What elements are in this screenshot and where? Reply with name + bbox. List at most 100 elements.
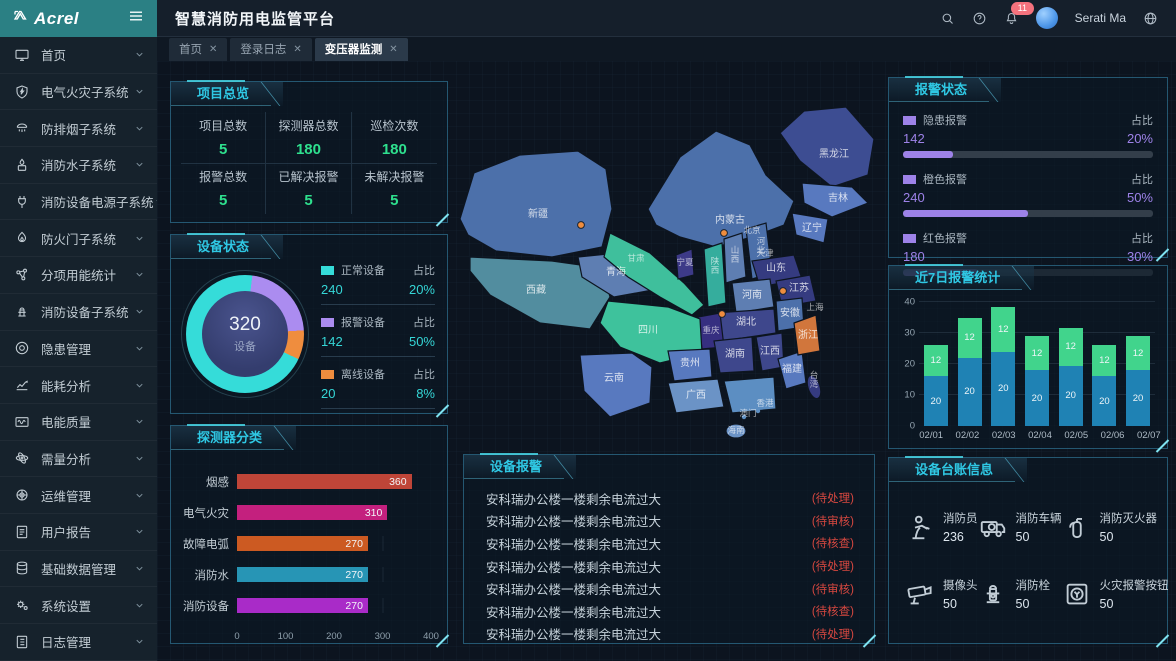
sidebar-item-home[interactable]: 首页 bbox=[0, 37, 157, 74]
map-region[interactable] bbox=[779, 106, 875, 188]
map-region[interactable] bbox=[755, 408, 761, 414]
tab-transformer-monitor[interactable]: 变压器监测 ✕ bbox=[314, 38, 408, 61]
map-region[interactable] bbox=[703, 242, 727, 308]
map-region[interactable] bbox=[667, 378, 725, 414]
map-marker[interactable] bbox=[720, 229, 728, 237]
sidebar-item-energy-stats[interactable]: 分项用能统计 bbox=[0, 257, 157, 294]
map-region[interactable] bbox=[775, 274, 817, 308]
map-region[interactable] bbox=[723, 232, 747, 284]
sidebar-item-demand-analysis[interactable]: 需量分析 bbox=[0, 441, 157, 478]
device-alarm-row[interactable]: 安科瑞办公楼一楼剩余电流过大 (待审核) bbox=[486, 577, 854, 600]
map-region[interactable] bbox=[675, 248, 695, 280]
map-region[interactable] bbox=[579, 352, 653, 418]
map-region[interactable] bbox=[777, 350, 807, 390]
chevron-down-icon bbox=[134, 49, 145, 60]
sidebar-item-label: 电能质量 bbox=[41, 416, 92, 431]
help-icon[interactable] bbox=[972, 11, 987, 26]
sidebar-item-electrical-fire[interactable]: 电气火灾子系统 bbox=[0, 74, 157, 111]
map-region-highlight[interactable] bbox=[793, 314, 821, 356]
alarm-button-icon bbox=[1062, 579, 1092, 609]
sidebar-item-power-quality[interactable]: 电能质量 bbox=[0, 404, 157, 441]
map-marker[interactable] bbox=[779, 287, 787, 295]
sidebar-item-user-report[interactable]: 用户报告 bbox=[0, 514, 157, 551]
overview-stat: 探测器总数 180 bbox=[266, 112, 352, 164]
map-province-label: 内蒙古 bbox=[715, 213, 745, 226]
bar-category-label: 消防水 bbox=[194, 569, 230, 582]
map-region[interactable] bbox=[731, 278, 775, 314]
ledger-item: 消防栓 50 bbox=[978, 561, 1062, 628]
chevron-down-icon bbox=[134, 86, 145, 97]
device-alarm-row[interactable]: 安科瑞办公楼一楼剩余电流过大 (待审核) bbox=[486, 510, 854, 533]
tab-close-icon[interactable]: ✕ bbox=[293, 43, 302, 55]
sidebar-item-fire-power[interactable]: 消防设备电源子系统 bbox=[0, 184, 157, 221]
globe-icon[interactable] bbox=[1143, 11, 1158, 26]
alarm-ratio: 50% bbox=[1126, 190, 1153, 205]
donut-center-label: 设备 bbox=[234, 341, 256, 353]
report-icon bbox=[14, 524, 30, 540]
bar: 270 bbox=[237, 598, 368, 613]
device-alarm-row[interactable]: 安科瑞办公楼一楼剩余电流过大 (待处理) bbox=[486, 555, 854, 578]
map-region[interactable] bbox=[801, 182, 870, 218]
bell-icon[interactable]: 11 bbox=[1004, 1, 1034, 26]
x-axis-tick: 100 bbox=[277, 631, 294, 642]
x-axis-tick: 02/06 bbox=[1100, 430, 1125, 441]
map-province-label: 湖南 bbox=[725, 347, 745, 360]
bar-value-label: 270 bbox=[345, 599, 363, 612]
alarm-status-badge: (待审核) bbox=[811, 583, 854, 596]
map-marker[interactable] bbox=[577, 221, 585, 229]
map-region[interactable] bbox=[713, 336, 755, 374]
map-province-label: 香港 bbox=[756, 398, 774, 408]
map-region[interactable] bbox=[603, 232, 705, 316]
sidebar-item-settings[interactable]: 系统设置 bbox=[0, 587, 157, 624]
device-alarm-row[interactable]: 安科瑞办公楼一楼剩余电流过大 (待核查) bbox=[486, 532, 854, 555]
map-region[interactable] bbox=[723, 376, 777, 414]
sidebar-item-fire-door[interactable]: 防火门子系统 bbox=[0, 220, 157, 258]
sidebar-item-fire-device[interactable]: 消防设备子系统 bbox=[0, 294, 157, 331]
tab-close-icon[interactable]: ✕ bbox=[209, 43, 218, 55]
map-region[interactable] bbox=[469, 256, 611, 330]
sidebar-item-base-data[interactable]: 基础数据管理 bbox=[0, 551, 157, 588]
sidebar-item-smoke-control[interactable]: 防排烟子系统 bbox=[0, 110, 157, 148]
avatar[interactable] bbox=[1035, 7, 1058, 29]
sidebar-item-ops[interactable]: 运维管理 bbox=[0, 477, 157, 514]
device-alarm-row[interactable]: 安科瑞办公楼一楼剩余电流过大 (待核查) bbox=[486, 600, 854, 623]
device-alarm-row[interactable]: 安科瑞办公楼一楼剩余电流过大 (待处理) bbox=[486, 623, 854, 646]
sidebar-item-logs[interactable]: 日志管理 bbox=[0, 624, 157, 661]
map-province-label: 安徽 bbox=[780, 306, 800, 319]
stat-value: 5 bbox=[218, 140, 228, 158]
progress-track bbox=[903, 151, 1153, 158]
ledger-item: 消防车辆 50 bbox=[978, 494, 1062, 561]
ratio-label: 占比 bbox=[413, 265, 435, 277]
bar-segment-upper: 12 bbox=[1126, 336, 1151, 371]
device-alarm-row[interactable]: 安科瑞办公楼一楼剩余电流过大 (待处理) bbox=[486, 487, 854, 510]
map-region[interactable] bbox=[667, 348, 713, 382]
search-icon[interactable] bbox=[940, 11, 955, 26]
stat-value: 5 bbox=[218, 192, 228, 210]
tab-home[interactable]: 首页 ✕ bbox=[169, 38, 228, 61]
sidebar-item-fire-water[interactable]: 消防水子系统 bbox=[0, 147, 157, 184]
main-area: 智慧消防用电监管平台 11 Serati Ma 首页 ✕ 登录日志 ✕ 变压器监测 ✕ 项… bbox=[157, 0, 1176, 661]
alarm-text: 安科瑞办公楼一楼剩余电流过大 bbox=[486, 537, 662, 552]
map-region[interactable] bbox=[805, 374, 824, 401]
hamburger-menu-icon[interactable] bbox=[127, 7, 145, 30]
legend-value: 142 bbox=[321, 334, 343, 349]
user-name[interactable]: Serati Ma bbox=[1074, 11, 1126, 25]
map-region[interactable] bbox=[725, 423, 747, 439]
map-region[interactable] bbox=[459, 150, 613, 258]
map-region[interactable] bbox=[647, 130, 795, 248]
extinguisher-icon bbox=[1062, 512, 1092, 542]
tab-close-icon[interactable]: ✕ bbox=[389, 43, 398, 55]
map-province-label: 海南 bbox=[727, 425, 744, 435]
overview-stat: 已解决报警 5 bbox=[266, 163, 352, 214]
ledger-name: 消防车辆 bbox=[1015, 513, 1062, 526]
alarm-value: 142 bbox=[903, 131, 925, 146]
sidebar-item-energy-analysis[interactable]: 能耗分析 bbox=[0, 367, 157, 404]
fire-truck-icon bbox=[978, 512, 1008, 542]
sidebar-item-hazard[interactable]: 隐患管理 bbox=[0, 331, 157, 368]
tab-login-log[interactable]: 登录日志 ✕ bbox=[230, 38, 312, 61]
map-region[interactable] bbox=[791, 212, 829, 244]
stat-label: 未解决报警 bbox=[364, 170, 425, 185]
map-region[interactable] bbox=[741, 414, 747, 420]
atom-icon bbox=[14, 450, 30, 466]
map-marker[interactable] bbox=[718, 310, 726, 318]
